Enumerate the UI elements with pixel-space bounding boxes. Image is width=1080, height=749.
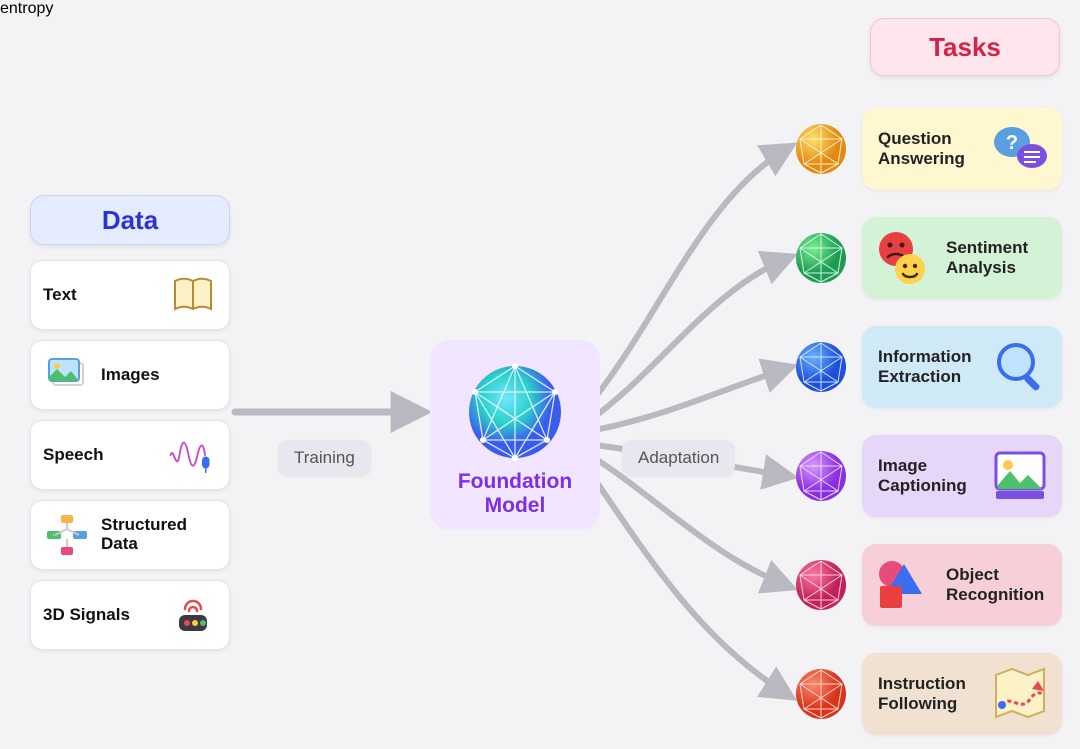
flowchart-icon xyxy=(43,511,91,559)
waveform-mic-icon xyxy=(169,431,217,479)
task-sphere-ic xyxy=(794,449,848,503)
data-item-label: 3D Signals xyxy=(43,606,130,625)
data-item-3d-signals: 3D Signals xyxy=(30,580,230,650)
task-instruction-following: InstructionFollowing xyxy=(862,653,1062,735)
training-tag: Training xyxy=(278,440,371,476)
task-sphere-qa xyxy=(794,122,848,176)
tasks-header-label: Tasks xyxy=(929,32,1001,63)
data-item-label: Speech xyxy=(43,446,103,465)
data-item-label: StructuredData xyxy=(101,516,187,553)
fan-arrow-1 xyxy=(590,258,788,420)
data-item-text: Text xyxy=(30,260,230,330)
captioned-photo-icon xyxy=(988,443,1052,507)
task-question-answering: QuestionAnswering ? xyxy=(862,108,1062,190)
task-label: InstructionFollowing xyxy=(878,674,966,713)
task-label: ImageCaptioning xyxy=(878,456,967,495)
sentiment-faces-icon xyxy=(870,225,934,289)
task-object-recognition: ObjectRecognition xyxy=(862,544,1062,626)
task-information-extraction: InformationExtraction xyxy=(862,326,1062,408)
data-header-label: Data xyxy=(102,205,158,236)
task-sphere-sa xyxy=(794,231,848,285)
data-items: Text Images Speech StructuredData 3D Sig… xyxy=(30,260,230,650)
photo-icon xyxy=(43,351,91,399)
task-sentiment-analysis: SentimentAnalysis xyxy=(862,217,1062,299)
book-icon xyxy=(169,271,217,319)
tasks-header: Tasks xyxy=(870,18,1060,76)
task-label: ObjectRecognition xyxy=(946,565,1044,604)
shapes-icon xyxy=(870,552,934,616)
task-image-captioning: ImageCaptioning xyxy=(862,435,1062,517)
foundation-model-box: FoundationModel xyxy=(430,340,600,530)
fan-arrow-0 xyxy=(585,148,788,410)
data-header: Data xyxy=(30,195,230,245)
magnifier-icon xyxy=(988,334,1052,398)
data-item-speech: Speech xyxy=(30,420,230,490)
task-label: SentimentAnalysis xyxy=(946,238,1028,277)
fan-arrow-5 xyxy=(585,465,788,695)
foundation-model-sphere xyxy=(465,362,565,462)
fan-arrow-2 xyxy=(595,368,788,430)
data-item-structured: StructuredData xyxy=(30,500,230,570)
task-sphere-or xyxy=(794,558,848,612)
svg-text:?: ? xyxy=(1006,132,1018,154)
task-sphere-ie xyxy=(794,340,848,394)
task-sphere-if xyxy=(794,667,848,721)
qa-bubbles-icon: ? xyxy=(988,116,1052,180)
task-label: InformationExtraction xyxy=(878,347,972,386)
foundation-model-title: FoundationModel xyxy=(458,470,572,518)
data-item-images: Images xyxy=(30,340,230,410)
data-item-label: Images xyxy=(101,366,160,385)
sensor-icon xyxy=(169,591,217,639)
map-route-icon xyxy=(988,661,1052,725)
data-item-label: Text xyxy=(43,286,77,305)
task-label: QuestionAnswering xyxy=(878,129,965,168)
adaptation-tag: Adaptation xyxy=(622,440,735,476)
